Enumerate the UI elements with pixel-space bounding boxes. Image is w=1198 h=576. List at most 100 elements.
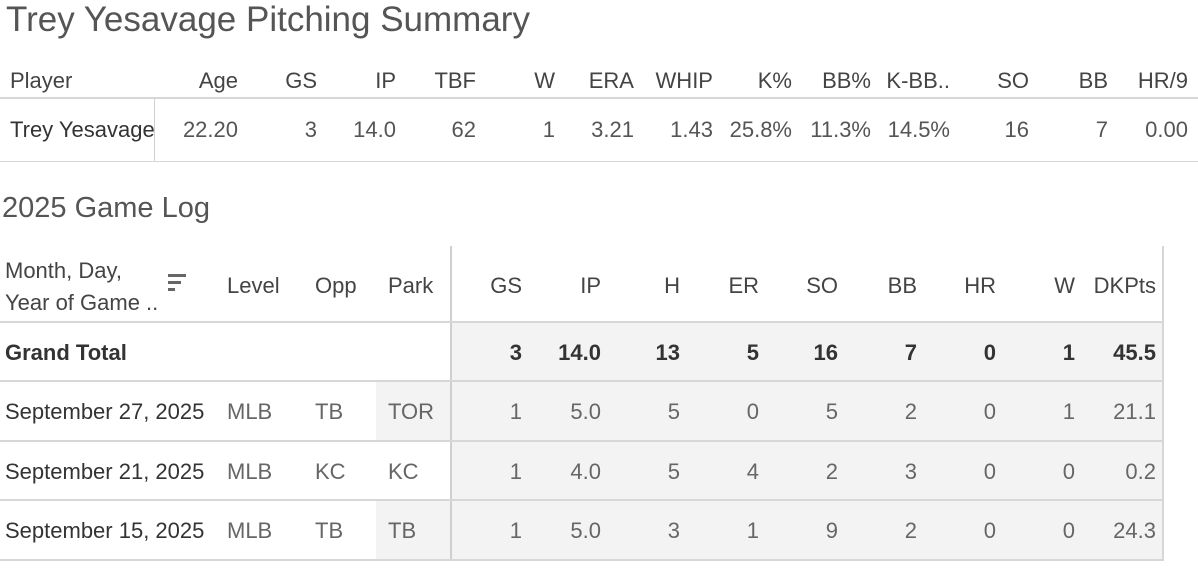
row-shade	[452, 442, 1162, 500]
game-park: TOR	[388, 399, 435, 424]
game-so: 5	[825, 399, 838, 424]
header-date-line2[interactable]: Year of Game ..	[5, 290, 159, 315]
total-ip: 14.0	[558, 340, 601, 365]
header-w[interactable]: W	[1054, 273, 1075, 298]
header-er[interactable]: ER	[728, 273, 759, 298]
row-shade	[452, 382, 1162, 440]
game-opp: TB	[315, 399, 344, 424]
summary-ip: 14.0	[353, 117, 396, 142]
header-date-line1[interactable]: Month, Day,	[5, 258, 122, 283]
header-opp[interactable]: Opp	[315, 273, 357, 298]
game-w: 1	[1062, 399, 1075, 424]
summary-header-bb[interactable]: BB	[1078, 68, 1108, 93]
game-bb: 2	[904, 399, 917, 424]
game-gs: 1	[509, 518, 522, 543]
header-park[interactable]: Park	[388, 273, 434, 298]
summary-header-divider	[0, 97, 1198, 99]
summary-bottom-divider	[0, 161, 1198, 162]
summary-header-age[interactable]: Age	[198, 68, 238, 93]
game-h: 5	[667, 459, 680, 484]
total-row-shade	[452, 323, 1162, 381]
summary-header-w[interactable]: W	[534, 68, 555, 93]
summary-age: 22.20	[182, 117, 238, 142]
game-w: 0	[1062, 459, 1075, 484]
game-hr: 0	[983, 518, 996, 543]
summary-w: 1	[542, 117, 555, 142]
header-bb[interactable]: BB	[887, 273, 917, 298]
total-dkpts: 45.5	[1113, 340, 1156, 365]
game-bb: 2	[904, 518, 917, 543]
game-er: 4	[746, 459, 759, 484]
row-divider	[0, 499, 1164, 501]
summary-header-whip[interactable]: WHIP	[655, 68, 713, 93]
game-log-right-border	[1162, 246, 1164, 560]
summary-header-bb-pct[interactable]: BB%	[822, 68, 871, 93]
game-ip: 5.0	[570, 518, 601, 543]
summary-bb-pct: 11.3%	[810, 117, 871, 142]
game-level: MLB	[227, 399, 273, 424]
game-level: MLB	[227, 459, 273, 484]
game-so: 2	[825, 459, 838, 484]
game-level: MLB	[227, 518, 273, 543]
total-gs: 3	[509, 340, 522, 365]
game-ip: 4.0	[570, 459, 601, 484]
summary-column-divider	[154, 99, 155, 161]
game-hr: 0	[983, 399, 996, 424]
summary-header-player[interactable]: Player	[10, 68, 73, 93]
header-level[interactable]: Level	[227, 273, 280, 298]
game-log-header-divider	[0, 321, 1164, 323]
row-divider	[0, 440, 1164, 442]
header-gs[interactable]: GS	[490, 273, 522, 298]
header-so[interactable]: SO	[806, 273, 838, 298]
game-opp: TB	[315, 518, 344, 543]
summary-header-era[interactable]: ERA	[588, 68, 634, 93]
game-dkpts: 21.1	[1113, 399, 1156, 424]
header-ip[interactable]: IP	[580, 273, 601, 298]
summary-header-gs[interactable]: GS	[285, 68, 317, 93]
game-date: September 21, 2025	[5, 459, 205, 484]
row-shade	[452, 501, 1162, 559]
sort-descending-icon[interactable]	[168, 274, 188, 292]
summary-k-bb: 14.5%	[887, 117, 950, 142]
game-bb: 3	[904, 459, 917, 484]
game-er: 1	[746, 518, 759, 543]
summary-header-k-pct[interactable]: K%	[757, 68, 792, 93]
summary-whip: 1.43	[670, 117, 713, 142]
header-h[interactable]: H	[664, 273, 680, 298]
game-date: September 15, 2025	[5, 518, 205, 543]
header-dkpts[interactable]: DKPts	[1093, 273, 1156, 298]
row-divider	[0, 380, 1164, 382]
game-dkpts: 24.3	[1113, 518, 1156, 543]
game-ip: 5.0	[570, 399, 601, 424]
grand-total-label: Grand Total	[5, 340, 127, 365]
total-so: 16	[813, 340, 838, 365]
game-gs: 1	[509, 399, 522, 424]
header-hr[interactable]: HR	[964, 273, 996, 298]
summary-header-k-bb[interactable]: K-BB..	[886, 68, 950, 93]
summary-header-tbf[interactable]: TBF	[434, 68, 476, 93]
game-opp: KC	[315, 459, 346, 484]
row-divider	[0, 559, 1164, 561]
total-w: 1	[1062, 340, 1075, 365]
game-h: 5	[667, 399, 680, 424]
game-h: 3	[667, 518, 680, 543]
summary-header-ip[interactable]: IP	[375, 68, 396, 93]
summary-tbf: 62	[451, 117, 476, 142]
game-date: September 27, 2025	[5, 399, 205, 424]
summary-header-row: Player Age GS IP TBF W ERA WHIP K% BB% K…	[0, 62, 1198, 98]
summary-so: 16	[1004, 117, 1029, 142]
game-park: KC	[388, 459, 419, 484]
summary-bb: 7	[1095, 117, 1108, 142]
total-bb: 7	[904, 340, 917, 365]
game-hr: 0	[983, 459, 996, 484]
summary-header-so[interactable]: SO	[997, 68, 1029, 93]
park-cell-shade	[376, 382, 450, 440]
summary-header-hr9[interactable]: HR/9	[1137, 68, 1188, 93]
game-log-table: Month, Day, Year of Game .. Level Opp Pa…	[0, 246, 1166, 562]
game-dkpts: 0.2	[1125, 459, 1156, 484]
total-hr: 0	[983, 340, 996, 365]
summary-hr9: 0.00	[1145, 117, 1188, 142]
summary-k-pct: 25.8%	[729, 117, 792, 142]
total-h: 13	[655, 340, 680, 365]
page-title: Trey Yesavage Pitching Summary	[6, 0, 530, 39]
